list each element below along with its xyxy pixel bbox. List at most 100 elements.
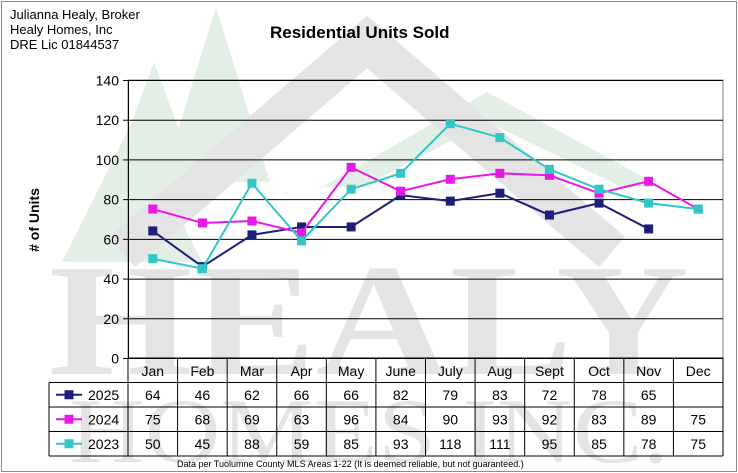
series-line-2023 (152, 122, 699, 270)
data-point-2023 (346, 184, 356, 194)
data-label-2023: 95 (542, 436, 558, 452)
data-point-2023 (445, 119, 455, 129)
y-tick-label: 100 (96, 152, 120, 168)
x-tick-label: Sept (535, 363, 564, 379)
data-label-2025: 83 (492, 387, 508, 403)
data-point-2023 (544, 164, 554, 174)
data-label-2025: 78 (591, 387, 607, 403)
data-label-2023: 88 (244, 436, 260, 452)
x-tick-label: Nov (636, 363, 661, 379)
x-tick-label: May (338, 363, 364, 379)
data-point-2024 (297, 228, 307, 238)
data-point-2025 (544, 210, 554, 220)
data-label-2025: 64 (145, 387, 161, 403)
y-axis-label: # of Units (26, 188, 42, 252)
data-label-2025: 66 (294, 387, 310, 403)
license-number: DRE Lic 01844537 (10, 37, 120, 52)
data-label-2025: 62 (244, 387, 260, 403)
data-label-2024: 93 (492, 411, 508, 427)
data-point-2025 (644, 224, 654, 234)
legend-label-2023: 2023 (88, 436, 119, 452)
data-point-2024 (396, 186, 406, 196)
data-label-2024: 75 (145, 411, 161, 427)
data-point-2023 (495, 133, 505, 143)
data-point-2025 (247, 230, 257, 240)
x-tick-label: Oct (588, 363, 610, 379)
legend-marker-2024 (64, 414, 74, 424)
y-tick-label: 40 (103, 271, 119, 287)
data-point-2023 (396, 168, 406, 178)
data-point-2024 (495, 168, 505, 178)
data-label-2025: 65 (641, 387, 657, 403)
data-label-2024: 68 (195, 411, 211, 427)
data-label-2023: 93 (393, 436, 409, 452)
data-point-2024 (148, 204, 158, 214)
data-point-2023 (197, 264, 207, 274)
data-point-2025 (148, 226, 158, 236)
x-tick-label: Dec (686, 363, 711, 379)
legend-marker-2025 (64, 390, 74, 400)
y-tick-label: 120 (96, 112, 120, 128)
data-point-2025 (346, 222, 356, 232)
y-tick-label: 80 (103, 192, 119, 208)
data-point-2025 (445, 196, 455, 206)
chart-title: Residential Units Sold (270, 23, 450, 42)
data-label-2025: 82 (393, 387, 409, 403)
data-label-2024: 89 (641, 411, 657, 427)
data-point-2023 (148, 254, 158, 264)
data-label-2024: 63 (294, 411, 310, 427)
company-name: Healy Homes, Inc (10, 22, 113, 37)
data-label-2023: 118 (439, 436, 462, 452)
x-tick-label: Mar (240, 363, 264, 379)
data-label-2025: 72 (542, 387, 558, 403)
data-label-2023: 85 (343, 436, 359, 452)
data-point-2023 (297, 236, 307, 246)
data-point-2023 (247, 178, 257, 188)
data-label-2024: 90 (443, 411, 459, 427)
data-table: Jan Feb Mar Apr May June July Aug Sept Oct Nov Dec 2… (48, 357, 724, 457)
x-tick-label: Jan (142, 363, 165, 379)
data-point-2023 (594, 184, 604, 194)
data-label-2023: 78 (641, 436, 657, 452)
data-label-2023: 85 (591, 436, 607, 452)
data-point-2024 (197, 218, 207, 228)
data-label-2023: 111 (489, 436, 510, 452)
data-label-2023: 75 (690, 436, 706, 452)
data-label-2025: 66 (343, 387, 359, 403)
x-tick-label: Feb (190, 363, 214, 379)
x-tick-label: June (386, 363, 417, 379)
y-tick-label: 140 (96, 73, 120, 89)
data-source-note: Data per Tuolumne County MLS Areas 1-22 … (177, 459, 524, 469)
data-point-2023 (644, 198, 654, 208)
data-label-2025: 46 (195, 387, 211, 403)
data-label-2024: 75 (690, 411, 706, 427)
data-label-2023: 50 (145, 436, 161, 452)
data-point-2024 (445, 174, 455, 184)
legend-marker-2023 (64, 439, 74, 449)
y-tick-label: 0 (111, 351, 119, 367)
x-tick-label: Apr (291, 363, 313, 379)
y-tick-label: 20 (103, 311, 119, 327)
data-label-2024: 96 (343, 411, 359, 427)
data-label-2024: 92 (542, 411, 558, 427)
x-tick-label: July (438, 363, 463, 379)
data-label-2023: 45 (195, 436, 211, 452)
data-point-2024 (247, 216, 257, 226)
watermark-roof (108, 15, 626, 268)
legend-label-2025: 2025 (88, 387, 119, 403)
data-point-2024 (544, 170, 554, 180)
data-label-2023: 59 (294, 436, 310, 452)
data-point-2023 (693, 204, 703, 214)
data-point-2025 (495, 188, 505, 198)
broker-name: Julianna Healy, Broker (10, 7, 140, 22)
data-label-2025: 79 (443, 387, 459, 403)
data-point-2024 (644, 176, 654, 186)
data-label-2024: 69 (244, 411, 260, 427)
data-label-2024: 84 (393, 411, 409, 427)
data-point-2025 (594, 198, 604, 208)
data-point-2025 (297, 222, 307, 232)
watermark-roof-2 (322, 92, 662, 187)
x-tick-label: Aug (487, 363, 512, 379)
